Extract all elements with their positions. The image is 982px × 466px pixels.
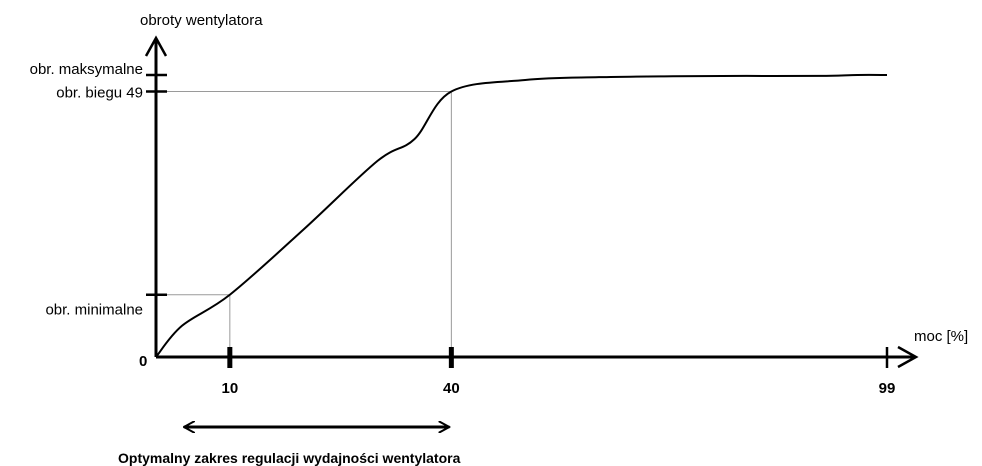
y-axis-arrow-icon — [144, 35, 168, 57]
series-group — [155, 73, 888, 358]
x-tick-label-40: 40 — [443, 380, 460, 397]
x-ticks: 10 40 99 — [221, 347, 895, 397]
x-tick-label-10: 10 — [221, 380, 238, 397]
x-tick-label-99: 99 — [879, 380, 896, 397]
guide-lines — [156, 90, 452, 357]
optimal-range-annotation: Optymalny zakres regulacji wydajności we… — [118, 427, 461, 466]
y-tick-label: obr. minimalne — [45, 302, 143, 319]
optimal-range-caption: Optymalny zakres regulacji wydajności we… — [118, 450, 461, 466]
y-tick-label: obr. biegu 49 — [56, 84, 143, 101]
x-axis-title: moc [%] — [914, 328, 968, 345]
y-ticks: obr. minimalne obr. biegu 49 obr. maksymal… — [30, 61, 167, 319]
series-line — [155, 73, 888, 358]
x-axis-arrow-icon — [897, 345, 919, 369]
y-axis-title: obroty wentylatora — [140, 12, 263, 29]
y-tick-label: obr. maksymalne — [30, 61, 143, 78]
origin-label: 0 — [139, 353, 147, 370]
